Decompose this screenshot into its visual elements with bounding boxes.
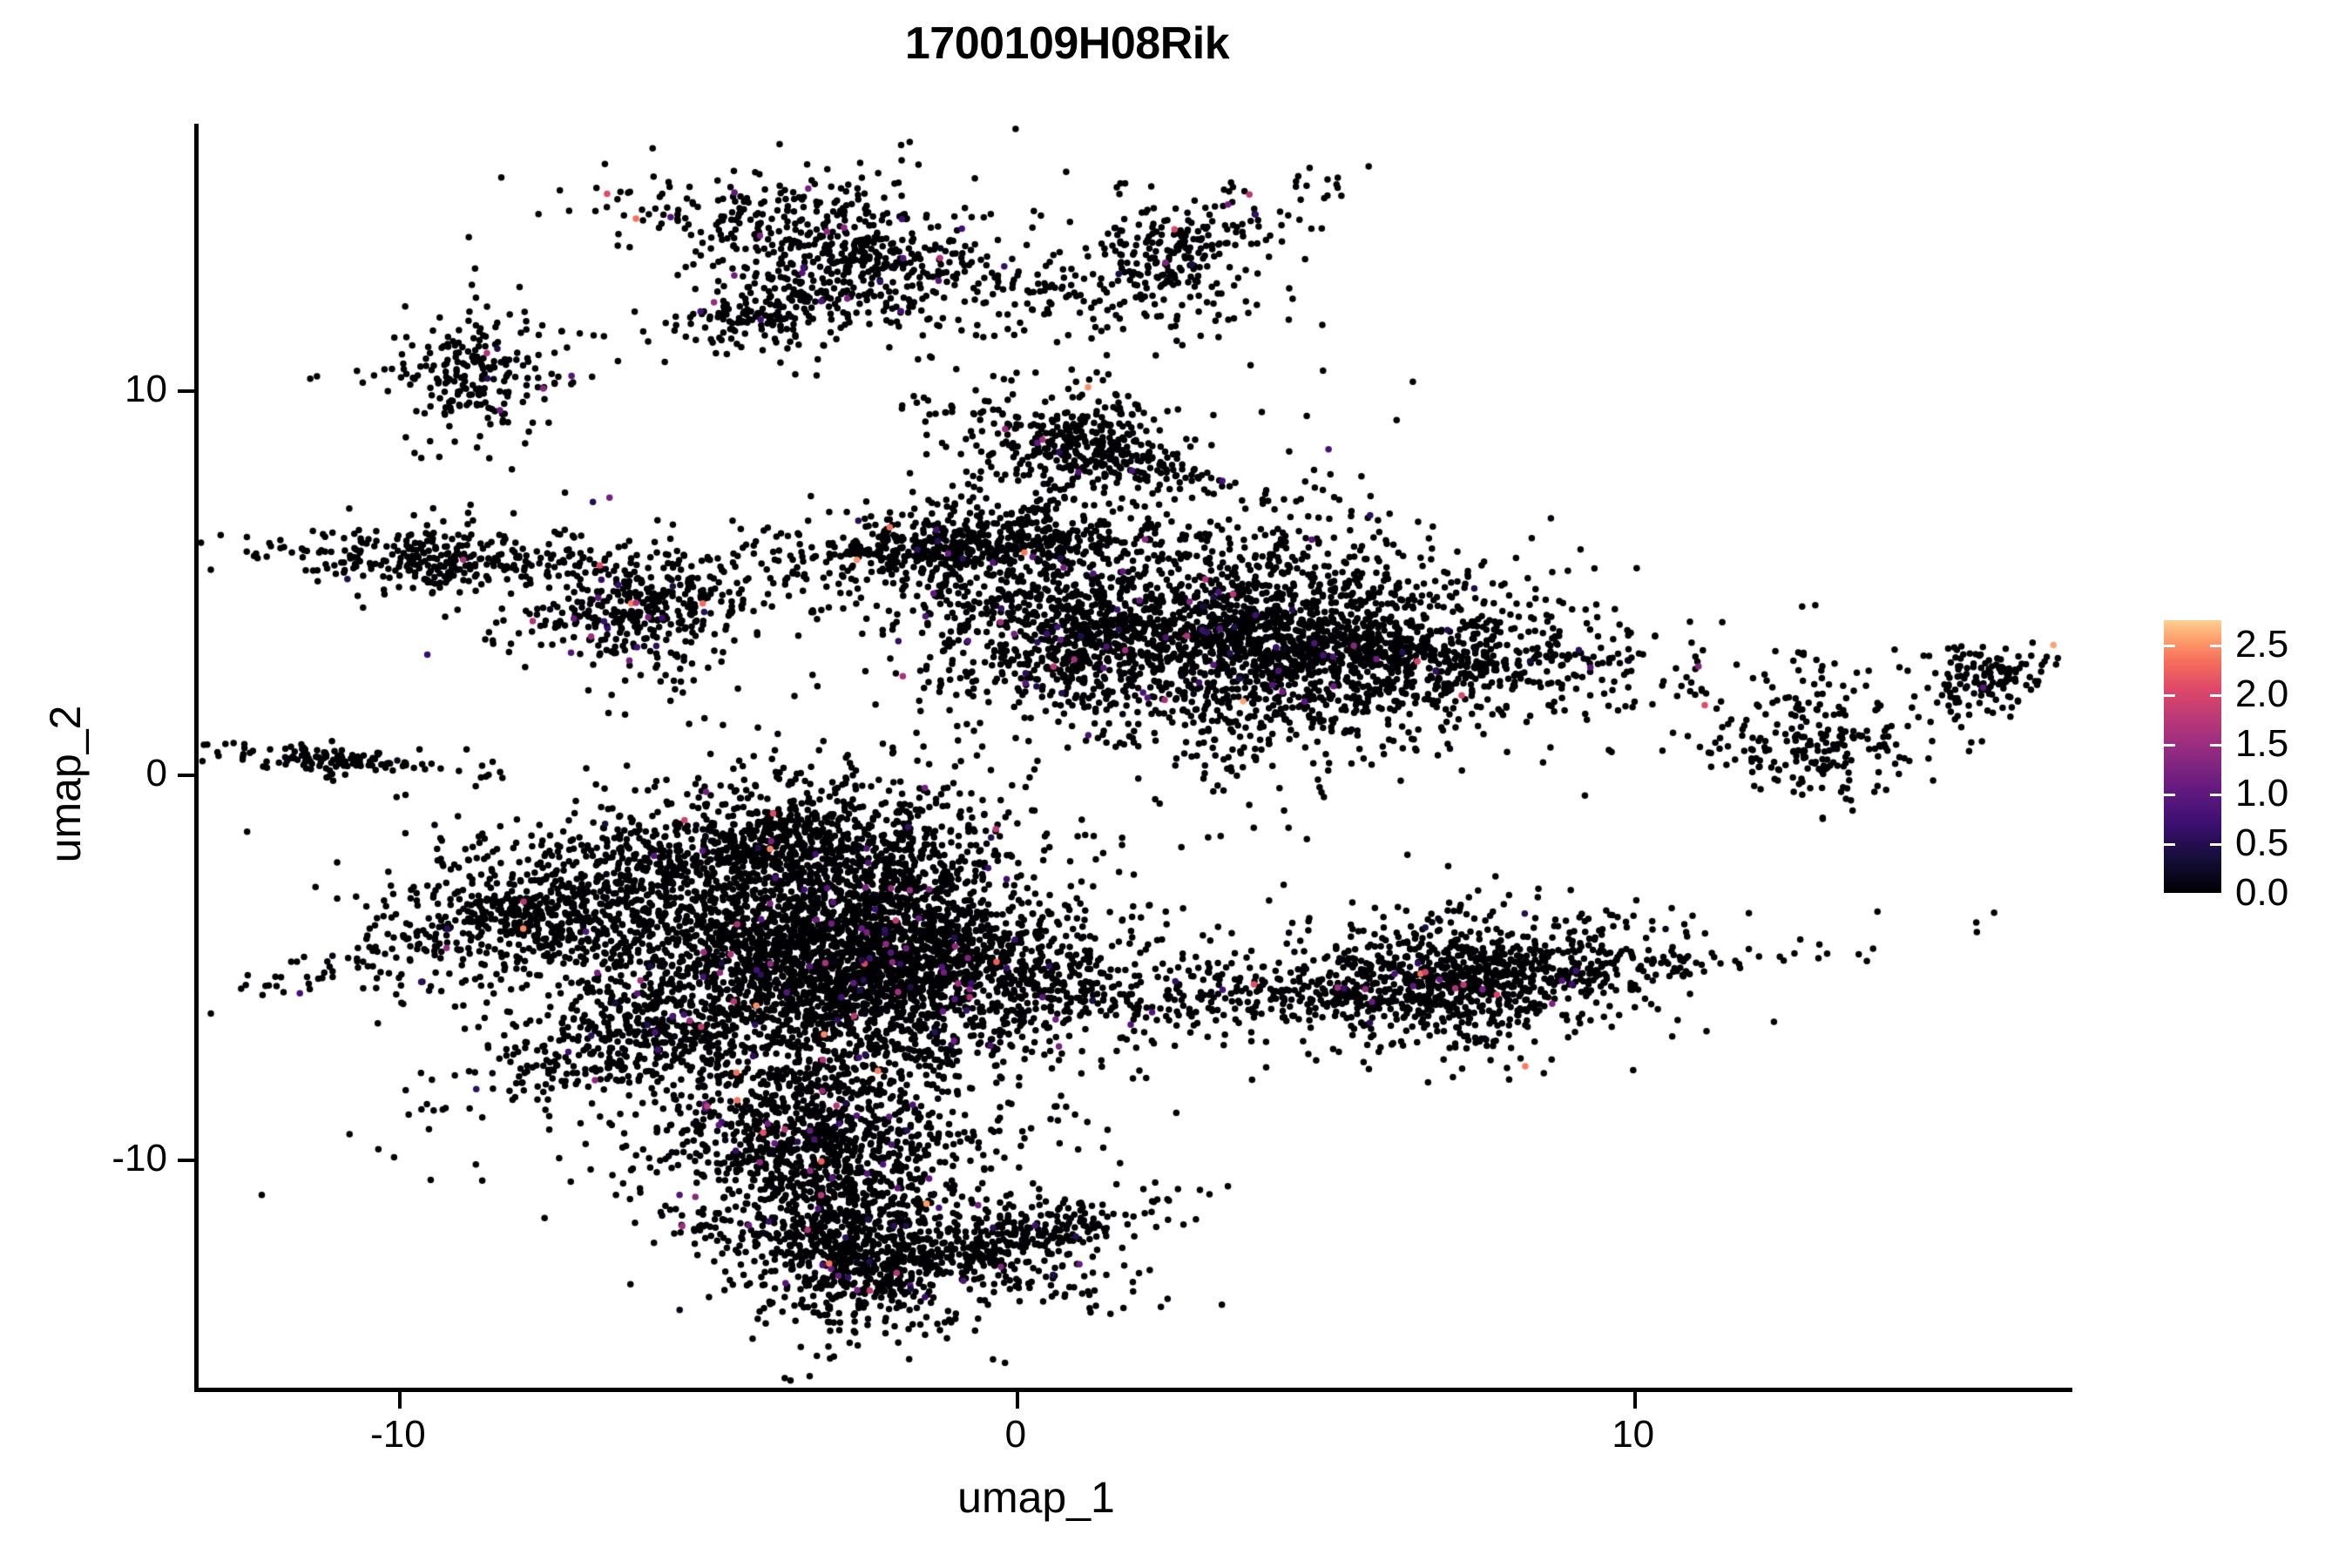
colorbar-tick-mark: [2210, 744, 2221, 747]
colorbar-tick-mark: [2164, 794, 2175, 797]
y-tick-mark: [178, 774, 194, 778]
y-tick-label: 10: [125, 367, 167, 410]
y-axis-label: umap_2: [41, 705, 90, 863]
colorbar-legend: 0.0 0.5 1.0 1.5 2.0 2.5: [2152, 601, 2326, 915]
x-tick-mark: [1632, 1392, 1637, 1409]
colorbar-tick-mark: [2210, 794, 2221, 797]
colorbar-tick-label: 2.5: [2235, 623, 2289, 666]
scatter-points-canvas: [194, 124, 2072, 1389]
colorbar-tick-mark: [2210, 645, 2221, 648]
colorbar-tick-mark: [2164, 744, 2175, 747]
x-tick-label: -10: [370, 1413, 426, 1456]
colorbar-tick-label: 1.5: [2235, 722, 2289, 766]
y-axis-line: [194, 124, 199, 1392]
plot-panel: [194, 124, 2072, 1389]
x-tick-label: 0: [1004, 1413, 1027, 1456]
colorbar-tick-label: 1.0: [2235, 772, 2289, 815]
page-title: 1700109H08Rik: [904, 18, 1230, 69]
colorbar-tick-label: 0.0: [2235, 871, 2289, 914]
x-tick-mark: [1015, 1392, 1019, 1409]
x-tick-label: 10: [1612, 1413, 1655, 1456]
x-tick-mark: [397, 1392, 402, 1409]
y-tick-label: 0: [145, 752, 167, 795]
colorbar-tick-mark: [2210, 694, 2221, 698]
colorbar-tick-mark: [2210, 843, 2221, 847]
y-tick-label: -10: [112, 1137, 167, 1179]
y-tick-mark: [178, 1159, 194, 1162]
y-tick-mark: [178, 389, 194, 393]
x-axis-line: [194, 1388, 2072, 1392]
colorbar-tick-mark: [2164, 645, 2175, 648]
y-axis-label-wrap: umap_2: [0, 0, 131, 1568]
colorbar-tick-mark: [2164, 694, 2175, 698]
colorbar-tick-label: 0.5: [2235, 821, 2289, 865]
x-axis-label: umap_1: [957, 1473, 1115, 1522]
colorbar-gradient: [2164, 620, 2221, 893]
colorbar-tick-label: 2.0: [2235, 672, 2289, 716]
colorbar-tick-mark: [2164, 843, 2175, 847]
